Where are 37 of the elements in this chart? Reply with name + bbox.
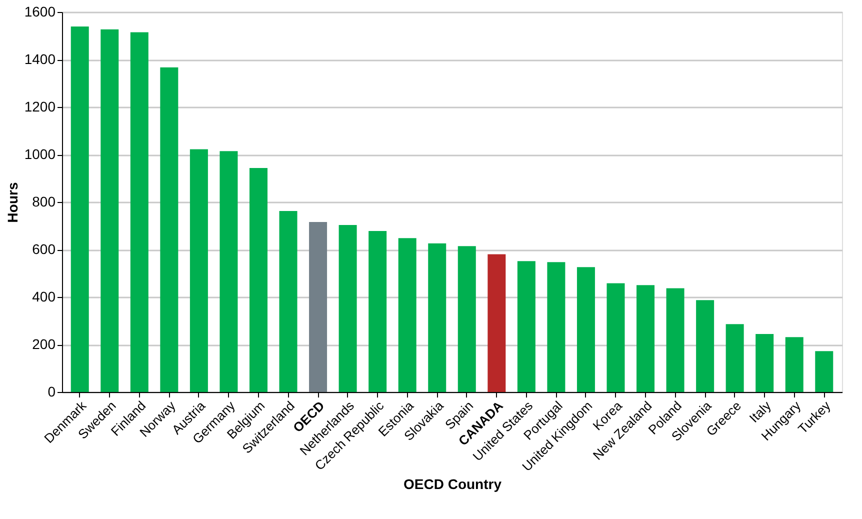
bar — [190, 149, 208, 392]
bar — [428, 243, 446, 392]
bar — [309, 222, 328, 392]
bar — [517, 261, 536, 392]
y-tick-label: 1200 — [24, 98, 56, 114]
y-tick-label: 200 — [32, 336, 56, 352]
bar — [279, 211, 298, 392]
bar — [100, 29, 119, 392]
x-axis-title: OECD Country — [404, 476, 502, 492]
bar — [488, 254, 506, 392]
y-axis-title: Hours — [4, 182, 20, 223]
y-tick-label: 1000 — [24, 146, 56, 162]
bar — [249, 168, 268, 392]
bar — [547, 262, 566, 392]
bar — [726, 324, 744, 392]
bar — [338, 225, 357, 392]
bar — [636, 285, 655, 392]
bar — [130, 32, 148, 392]
bar — [160, 67, 178, 392]
y-tick-label: 400 — [32, 288, 56, 304]
bar — [220, 151, 238, 392]
bar — [606, 283, 625, 392]
y-tick-label: 800 — [32, 194, 56, 210]
bar — [666, 288, 684, 392]
bar — [368, 230, 387, 392]
y-tick-label: 1600 — [24, 4, 56, 20]
bar — [576, 267, 595, 392]
bar — [398, 238, 416, 392]
bar — [458, 246, 476, 392]
bar — [756, 334, 774, 392]
bar — [815, 351, 834, 392]
y-tick-label: 600 — [32, 241, 56, 257]
bar — [696, 300, 714, 392]
bar — [785, 337, 804, 392]
y-tick-label: 1400 — [24, 51, 56, 67]
y-tick-label: 0 — [48, 384, 56, 400]
bar — [70, 26, 89, 392]
